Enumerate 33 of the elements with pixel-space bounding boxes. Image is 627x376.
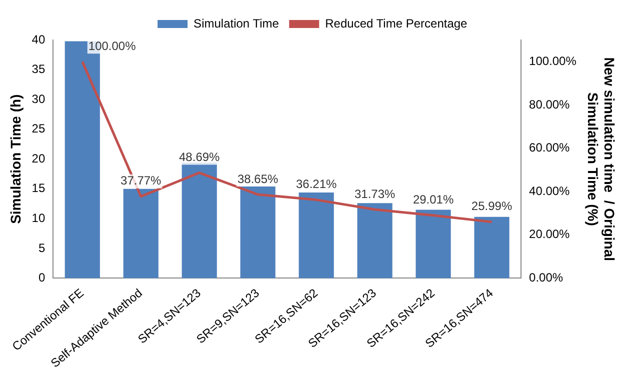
legend-label: Simulation Time [194, 16, 280, 30]
y-tick-label: 30 [32, 92, 46, 106]
data-label: 38.65% [237, 172, 279, 186]
y2-tick-label: 20.00% [529, 227, 570, 242]
bar [357, 203, 392, 278]
bar [416, 210, 451, 278]
bar [182, 162, 217, 278]
y2-axis-title: New simulation time / Original Simulation Time (%) [584, 57, 618, 262]
data-label: 36.21% [296, 177, 338, 192]
y-tick-label: 15 [32, 181, 46, 196]
y-tick-label: 5 [38, 240, 46, 255]
bar [240, 186, 276, 278]
y2-tick-label: 40.00% [529, 184, 570, 198]
bar [474, 216, 510, 278]
data-label: 37.77% [120, 174, 162, 188]
y2-tick-label: 100.00% [529, 54, 577, 68]
legend-label: Reduced Time Percentage [325, 16, 468, 30]
y2-tick-label: 60.00% [529, 140, 570, 155]
data-label: 25.99% [471, 199, 512, 214]
data-label: 48.69% [179, 150, 220, 164]
y-tick-label: 40 [32, 32, 46, 46]
y-tick-label: 10 [32, 210, 46, 225]
y-axis-title: Simulation Time (h) [7, 94, 24, 224]
y2-tick-label: 80.00% [529, 97, 570, 112]
y-tick-label: 20 [32, 151, 46, 166]
data-label: 31.73% [354, 186, 396, 201]
y-tick-label: 0 [38, 270, 46, 285]
y2-tick-label: 0.00% [529, 270, 564, 285]
y-tick-label: 35 [32, 62, 46, 76]
bar [298, 192, 334, 278]
y-tick-label: 25 [32, 122, 46, 136]
data-label: 29.01% [412, 192, 454, 207]
data-label: 100.00% [88, 38, 136, 53]
